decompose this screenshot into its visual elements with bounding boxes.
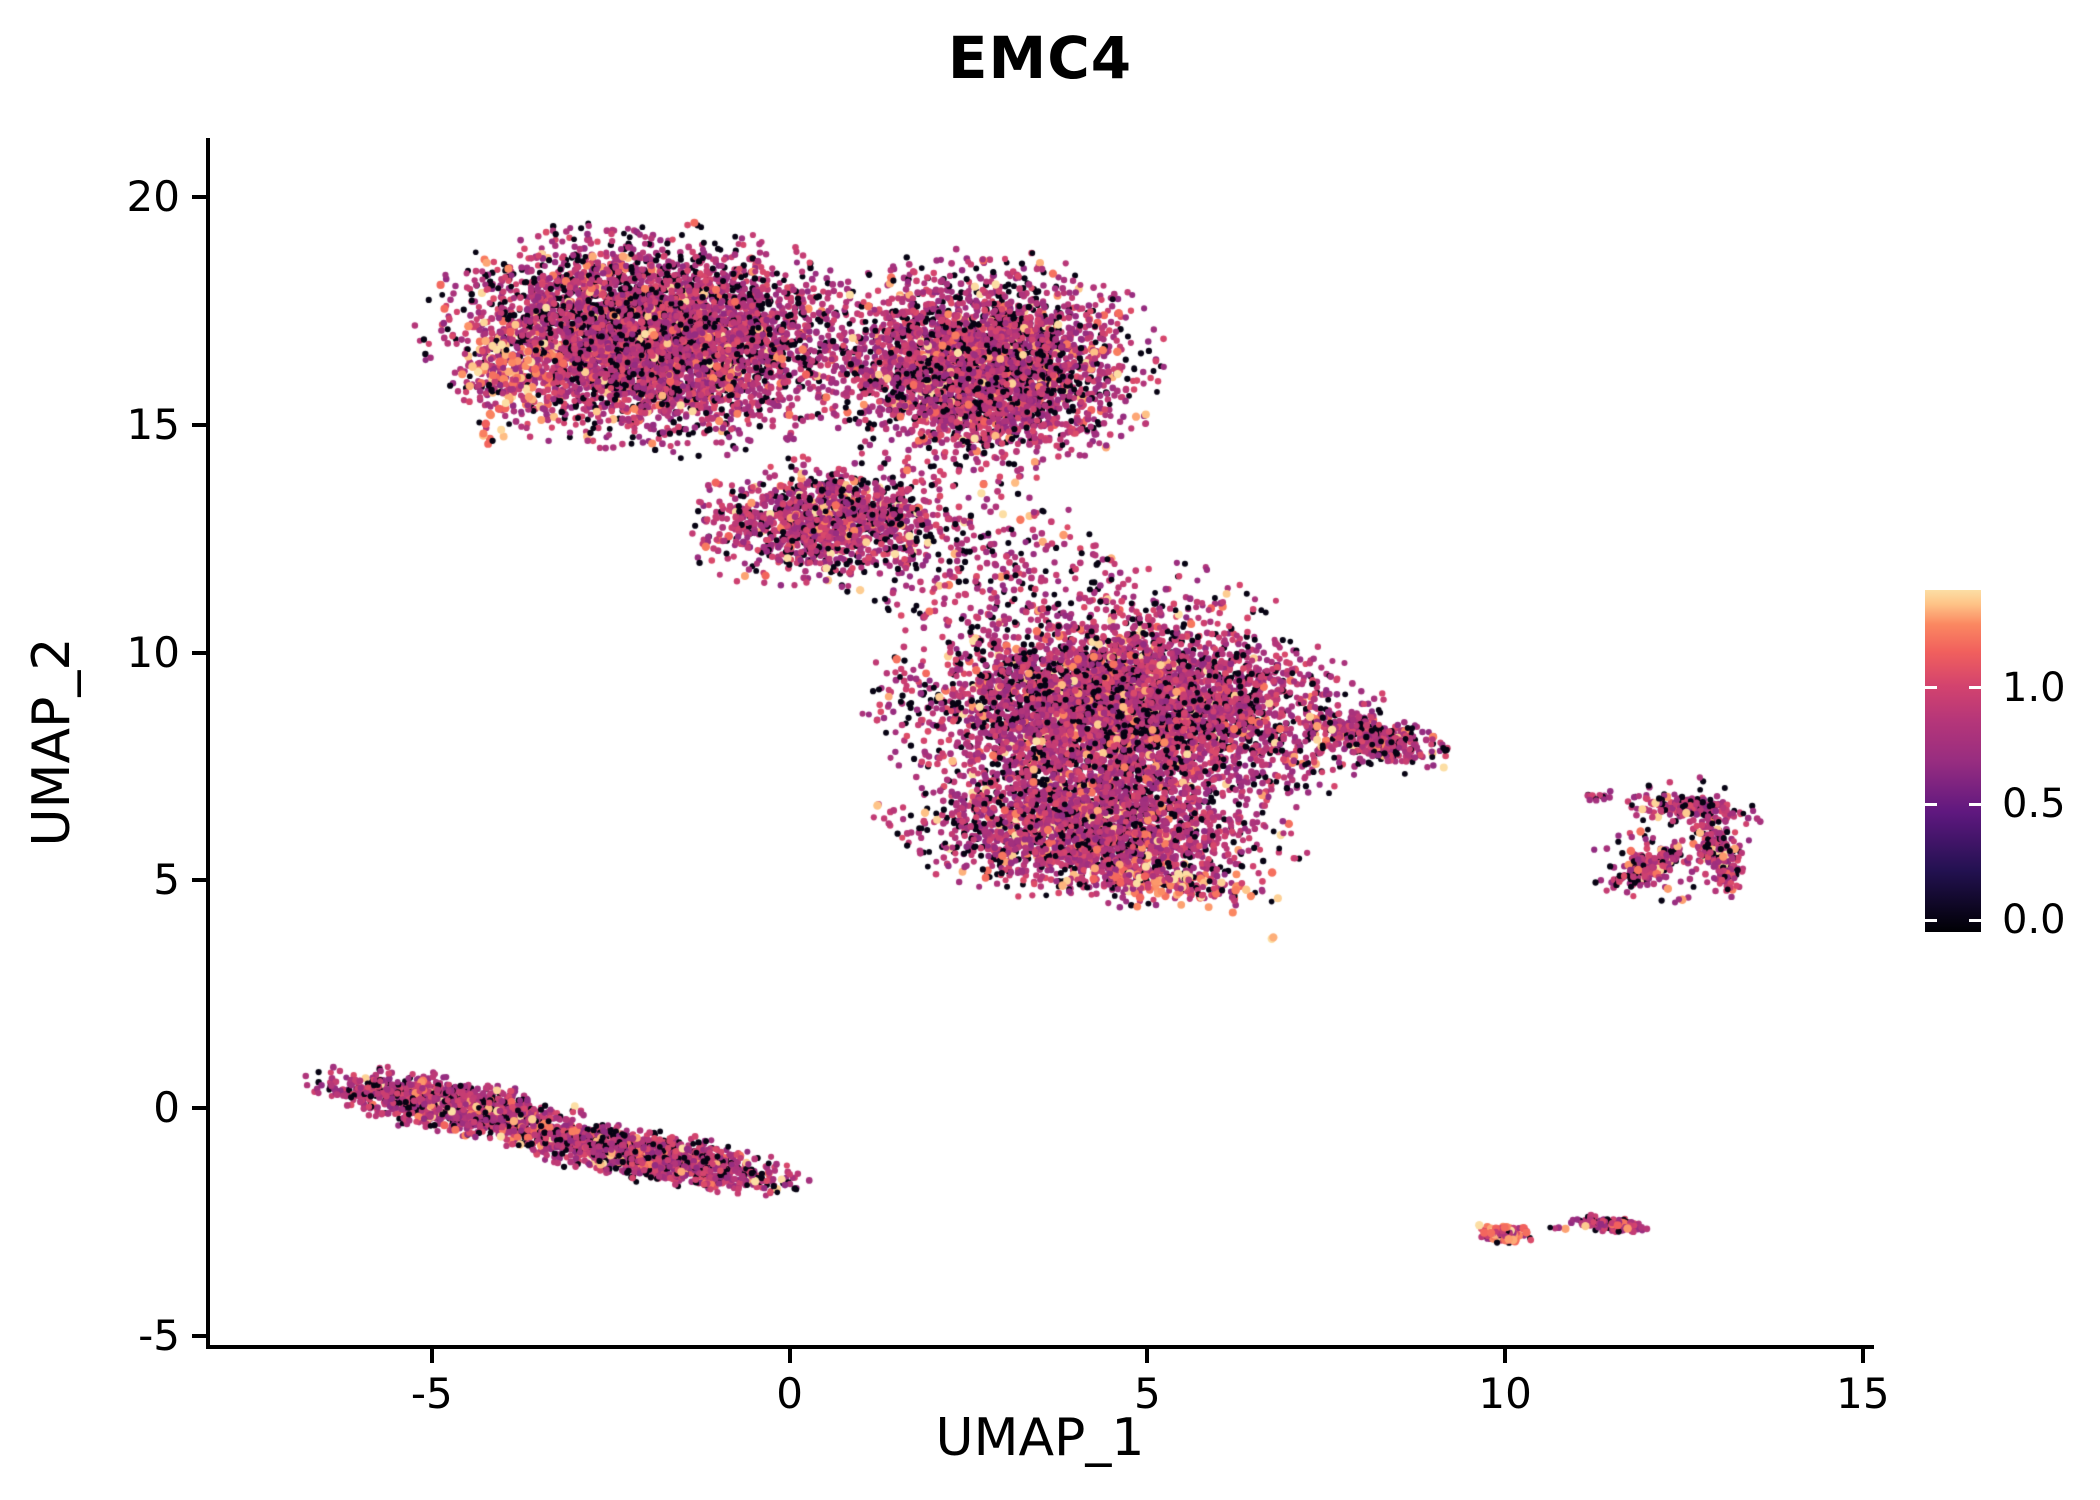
colorbar-label: 1.0 bbox=[2002, 664, 2066, 711]
x-tick-mark bbox=[1145, 1347, 1150, 1363]
x-tick-label: 10 bbox=[1478, 1369, 1532, 1418]
y-tick-label: 10 bbox=[126, 627, 180, 677]
colorbar-label: 0.5 bbox=[2002, 781, 2066, 828]
colorbar-tick bbox=[1925, 802, 1937, 806]
colorbar-tick bbox=[1969, 686, 1981, 690]
y-tick-label: -5 bbox=[138, 1310, 180, 1360]
x-tick-label: 0 bbox=[776, 1369, 803, 1418]
y-tick-mark bbox=[192, 650, 208, 655]
plot-title: EMC4 bbox=[947, 24, 1133, 92]
x-tick-label: 15 bbox=[1836, 1369, 1890, 1418]
y-tick-label: 0 bbox=[153, 1083, 180, 1133]
y-tick-label: 5 bbox=[153, 855, 180, 905]
x-axis-title: UMAP_1 bbox=[935, 1408, 1145, 1468]
scatter-canvas bbox=[210, 138, 1870, 1345]
y-tick-mark bbox=[192, 195, 208, 200]
x-tick-label: 5 bbox=[1133, 1369, 1161, 1418]
x-axis-line bbox=[206, 1345, 1874, 1349]
x-tick-mark bbox=[1860, 1347, 1865, 1363]
y-tick-label: 15 bbox=[126, 399, 180, 449]
colorbar bbox=[1925, 590, 1981, 932]
colorbar-tick bbox=[1969, 918, 1981, 922]
x-tick-mark bbox=[1503, 1347, 1508, 1363]
x-tick-label: -5 bbox=[410, 1369, 453, 1418]
colorbar-tick bbox=[1925, 918, 1937, 922]
x-tick-mark bbox=[787, 1347, 792, 1363]
y-tick-mark bbox=[192, 1333, 208, 1338]
y-tick-mark bbox=[192, 1106, 208, 1111]
colorbar-label: 0.0 bbox=[2002, 897, 2066, 944]
y-tick-mark bbox=[192, 878, 208, 883]
colorbar-tick bbox=[1925, 686, 1937, 690]
colorbar-tick bbox=[1969, 802, 1981, 806]
y-axis-line bbox=[206, 138, 210, 1349]
y-tick-label: 20 bbox=[126, 172, 180, 222]
y-tick-mark bbox=[192, 422, 208, 427]
x-tick-mark bbox=[429, 1347, 434, 1363]
